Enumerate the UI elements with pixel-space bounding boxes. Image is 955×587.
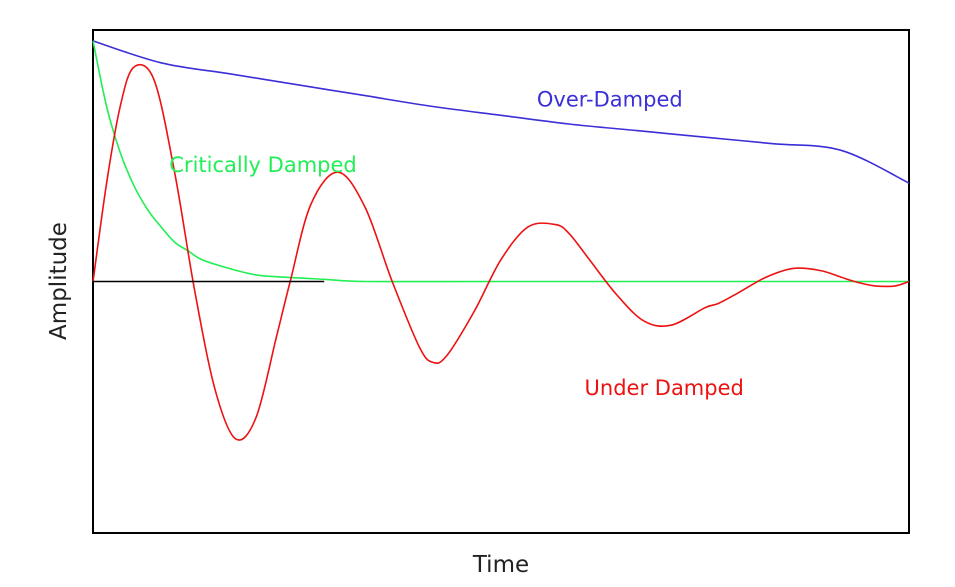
series-line-over-damped [92, 40, 910, 184]
series-line-under-damped [92, 63, 910, 441]
annotation-layer: Over-Damped Critically Damped Under Damped [169, 88, 744, 401]
annotation-critically-damped: Critically Damped [169, 153, 356, 177]
annotation-over-damped: Over-Damped [537, 88, 683, 112]
series-layer [92, 40, 910, 441]
annotation-under-damped: Under Damped [585, 376, 744, 400]
x-axis-label: Time [472, 552, 529, 578]
series-line-critically-damped [92, 40, 909, 283]
y-axis-label: Amplitude [46, 222, 72, 340]
